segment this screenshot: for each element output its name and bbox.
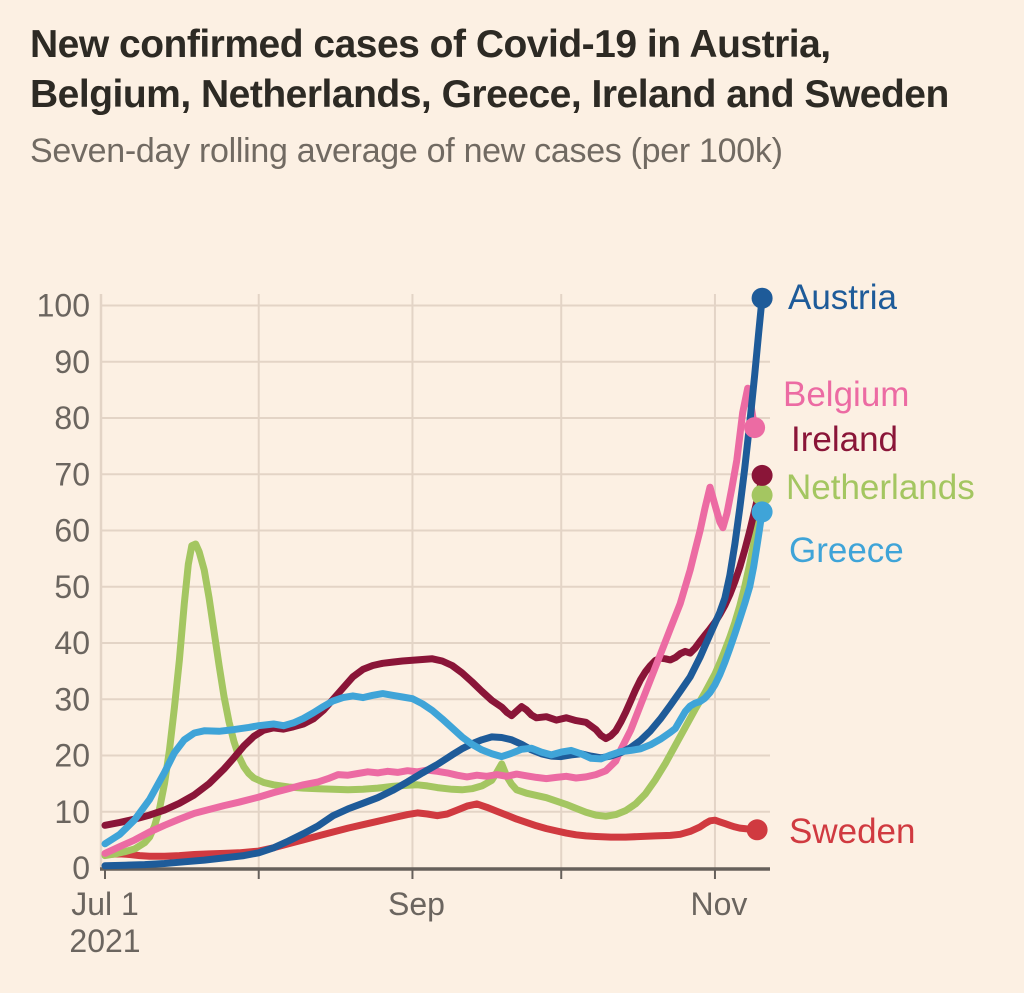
x-tick-label-sep: Sep — [388, 886, 445, 922]
series-label-belgium: Belgium — [783, 375, 909, 414]
series-line-greece — [101, 508, 766, 848]
end-dot-belgium — [744, 417, 766, 439]
y-tick-label-80: 80 — [54, 400, 90, 436]
y-tick-label-90: 90 — [54, 344, 90, 380]
y-tick-label-30: 30 — [54, 681, 90, 717]
x-tick-label-jul1: Jul 1 — [71, 886, 139, 922]
end-dot-ireland — [751, 464, 773, 486]
series-line-ireland — [101, 471, 766, 829]
chart-title-line2: Belgium, Netherlands, Greece, Ireland an… — [30, 73, 949, 116]
series-label-greece: Greece — [789, 531, 904, 570]
end-dot-netherlands — [751, 484, 773, 506]
end-dot-austria — [751, 287, 773, 309]
series-line-sweden — [101, 800, 761, 860]
end-dot-sweden — [746, 819, 768, 841]
title-block: New confirmed cases of Covid-19 in Austr… — [30, 20, 1000, 171]
series-label-austria: Austria — [788, 278, 897, 317]
series-line-netherlands — [101, 491, 766, 860]
series-label-netherlands: Netherlands — [786, 468, 975, 507]
y-tick-label-50: 50 — [54, 569, 90, 605]
x-tick-label-year: 2021 — [69, 923, 140, 959]
y-tick-label-20: 20 — [54, 738, 90, 774]
series-label-ireland: Ireland — [791, 420, 898, 459]
x-tick-label-nov: Nov — [691, 886, 748, 922]
y-tick-label-40: 40 — [54, 625, 90, 661]
y-tick-label-100: 100 — [37, 288, 90, 324]
chart-title-line1: New confirmed cases of Covid-19 in Austr… — [30, 23, 831, 66]
y-tick-label-70: 70 — [54, 456, 90, 492]
series-label-sweden: Sweden — [789, 812, 915, 851]
chart-subtitle: Seven-day rolling average of new cases (… — [30, 132, 783, 170]
end-dot-greece — [751, 501, 773, 523]
series-line-belgium — [101, 384, 759, 857]
y-tick-label-0: 0 — [72, 850, 90, 886]
y-tick-label-60: 60 — [54, 513, 90, 549]
y-tick-label-10: 10 — [54, 794, 90, 830]
